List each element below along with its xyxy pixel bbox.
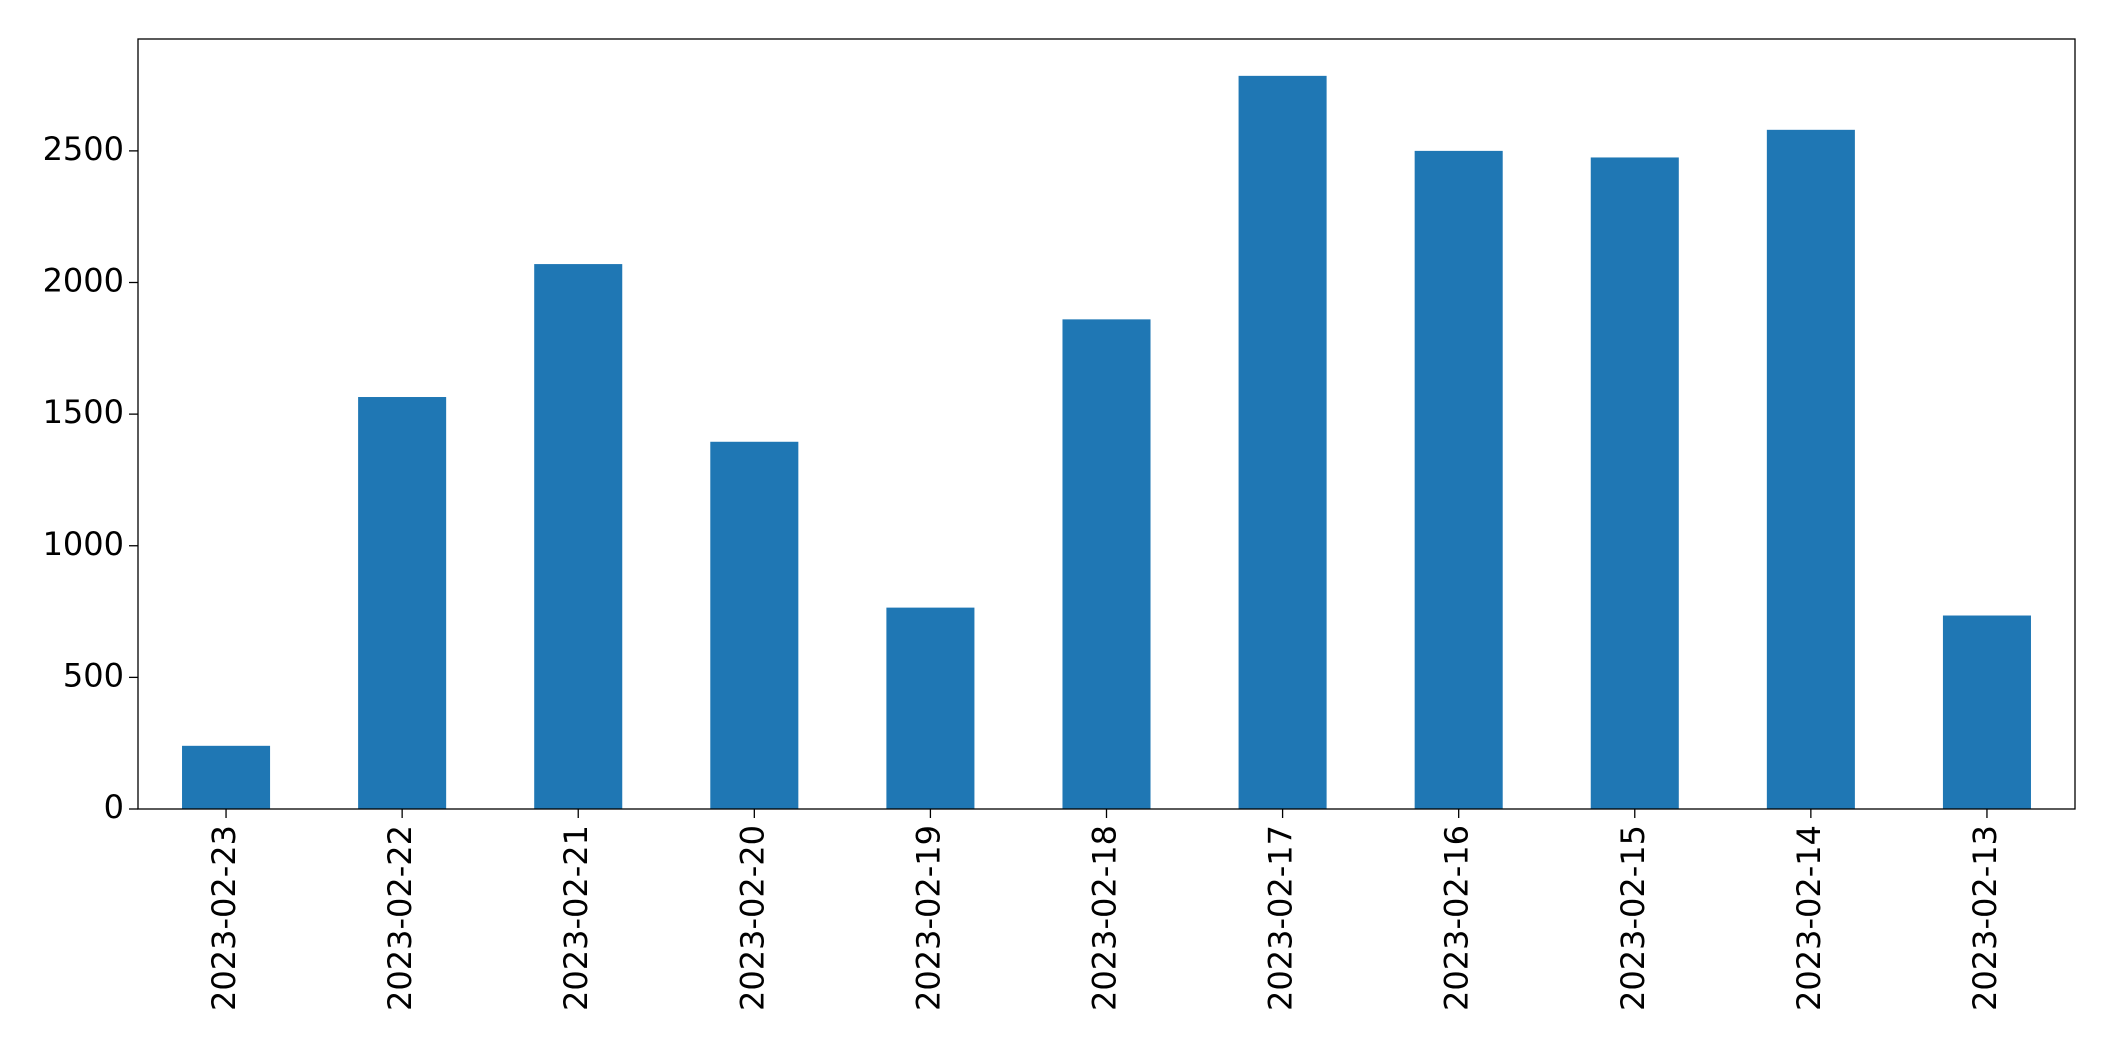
y-tick-label: 500: [63, 656, 124, 694]
x-tick-label: 2023-02-16: [1438, 825, 1476, 1011]
y-tick-label: 1000: [43, 525, 124, 563]
bar: [358, 397, 447, 809]
plot-frame: [137, 38, 2076, 810]
x-tick-label: 2023-02-18: [1086, 825, 1124, 1011]
x-tick-label: 2023-02-17: [1262, 825, 1300, 1011]
x-tick-label: 2023-02-15: [1614, 825, 1652, 1011]
bar: [534, 264, 623, 810]
bar: [1062, 319, 1151, 809]
bar: [1766, 129, 1855, 810]
x-tick-label: 2023-02-23: [205, 825, 243, 1011]
x-tick-label: 2023-02-20: [733, 825, 771, 1011]
x-tick-label: 2023-02-19: [909, 825, 947, 1011]
bar: [182, 745, 271, 809]
x-tick-label: 2023-02-13: [1966, 825, 2004, 1011]
bar: [1238, 75, 1327, 810]
y-tick-label: 2500: [43, 130, 124, 168]
x-tick-label: 2023-02-21: [557, 825, 595, 1011]
x-tick-label: 2023-02-14: [1790, 825, 1828, 1011]
y-tick-label: 0: [104, 788, 124, 826]
bar: [1942, 615, 2031, 809]
bar: [710, 441, 799, 809]
x-tick-label: 2023-02-22: [381, 825, 419, 1011]
y-tick-label: 2000: [43, 262, 124, 300]
y-tick-label: 1500: [43, 393, 124, 431]
bar: [1590, 157, 1679, 809]
bar: [1414, 150, 1503, 809]
bar: [886, 607, 975, 809]
